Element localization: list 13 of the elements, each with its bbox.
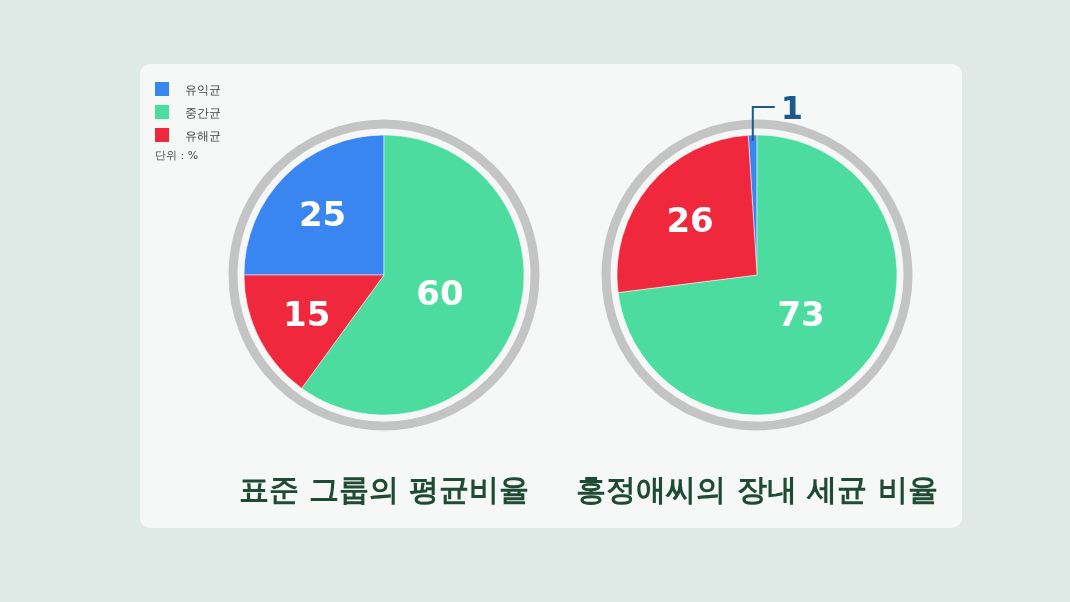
text: 단위 : % [155, 149, 199, 162]
legend-label: 유익균 [185, 83, 221, 97]
data-label: 60 [416, 273, 464, 314]
legend-label: 유해균 [185, 129, 221, 143]
data-label: 25 [298, 193, 347, 234]
data-label: 73 [777, 293, 825, 334]
pie-slice [617, 134, 898, 416]
data-label: 1 [780, 89, 804, 127]
legend-label: 중간균 [185, 106, 221, 120]
text: 홍정애씨의 장내 세균 비율 [576, 472, 938, 507]
data-label: 26 [666, 199, 714, 240]
text: 표준 그룹의 평균비율 [238, 472, 530, 507]
data-label: 15 [283, 294, 331, 335]
